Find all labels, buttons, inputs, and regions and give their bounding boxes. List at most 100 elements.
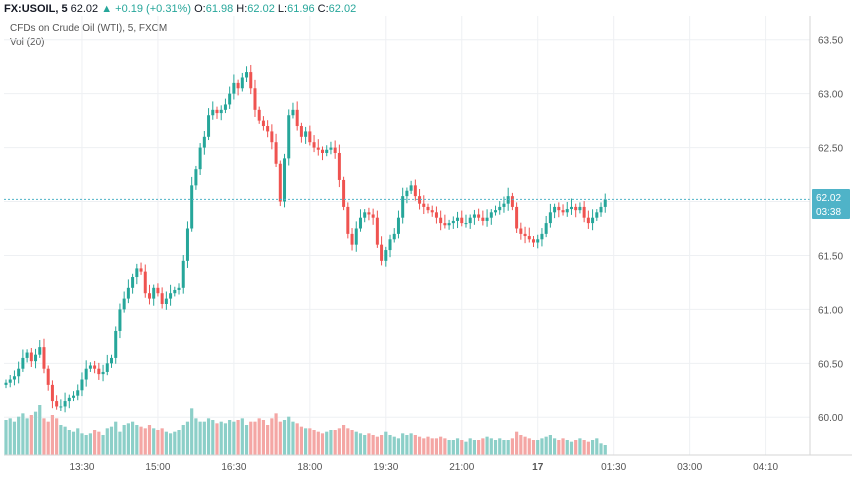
candle-body bbox=[456, 217, 460, 221]
candle-body bbox=[291, 109, 295, 116]
price-tag-price: 62.02 bbox=[816, 193, 841, 204]
candle-body bbox=[426, 206, 430, 211]
volume-bar bbox=[156, 430, 160, 455]
candle-body bbox=[194, 169, 198, 186]
volume-bar bbox=[493, 440, 498, 455]
volume-bar bbox=[468, 438, 472, 455]
time-tick-label: 21:00 bbox=[449, 462, 474, 473]
candle-body bbox=[510, 196, 514, 207]
volume-bar bbox=[312, 430, 316, 455]
volume-bar bbox=[472, 440, 477, 455]
volume-bar bbox=[544, 436, 548, 455]
candle-body bbox=[207, 115, 211, 137]
symbol-name[interactable]: FX:USOIL, 5 bbox=[4, 3, 68, 15]
time-tick-label: 15:00 bbox=[145, 462, 170, 473]
volume-bar bbox=[392, 436, 396, 455]
volume-bar bbox=[481, 438, 485, 455]
volume-bar bbox=[346, 428, 350, 455]
candle-body bbox=[93, 365, 97, 369]
volume-bar bbox=[84, 435, 88, 455]
volume-bar bbox=[152, 428, 156, 455]
volume-bar bbox=[257, 418, 261, 455]
volume-bar bbox=[498, 438, 502, 455]
candle-body bbox=[198, 147, 202, 170]
candle-body bbox=[240, 77, 244, 89]
volume-bar bbox=[304, 428, 308, 455]
candle-body bbox=[582, 206, 586, 218]
candle-body bbox=[396, 217, 400, 234]
time-tick-label: 16:30 bbox=[221, 462, 246, 473]
candle-body bbox=[375, 217, 379, 245]
volume-bar bbox=[266, 425, 270, 455]
volume-bar bbox=[523, 436, 527, 455]
volume-bar bbox=[590, 440, 595, 455]
volume-bar bbox=[274, 413, 278, 455]
candle-body bbox=[215, 109, 219, 114]
candle-body bbox=[232, 82, 236, 94]
candle-body bbox=[295, 109, 299, 127]
volume-bar bbox=[194, 418, 198, 455]
candle-body bbox=[460, 217, 464, 224]
candle-body bbox=[519, 228, 523, 234]
candle-body bbox=[173, 289, 177, 294]
candle-body bbox=[561, 210, 565, 213]
candle-body bbox=[401, 196, 405, 218]
candle-body bbox=[418, 196, 422, 204]
volume-bar bbox=[114, 421, 118, 455]
candle-body bbox=[147, 293, 151, 299]
price-tag-countdown: 03:38 bbox=[816, 207, 841, 218]
candle-body bbox=[434, 212, 438, 218]
volume-bar bbox=[548, 435, 552, 455]
candle-body bbox=[143, 271, 147, 294]
candle-body bbox=[67, 397, 71, 402]
low-label: L: bbox=[277, 3, 288, 15]
price-tick-label: 61.00 bbox=[818, 305, 843, 316]
candle-body bbox=[523, 233, 527, 237]
volume-bar bbox=[519, 435, 523, 455]
close-label: C: bbox=[317, 3, 329, 15]
volume-bar bbox=[63, 426, 67, 455]
candle-body bbox=[266, 126, 270, 132]
volume-bar bbox=[168, 433, 173, 455]
candle-body bbox=[578, 206, 582, 211]
volume-bar bbox=[502, 440, 506, 455]
candle-body bbox=[308, 131, 312, 143]
candle-body bbox=[253, 88, 257, 110]
volume-indicator-label[interactable]: Vol (20) bbox=[10, 37, 45, 48]
volume-bar bbox=[586, 441, 590, 455]
candle-body bbox=[211, 109, 215, 116]
candle-body bbox=[595, 212, 599, 218]
volume-bar bbox=[388, 435, 392, 455]
candle-body bbox=[202, 136, 206, 148]
candle-body bbox=[430, 210, 434, 213]
candle-body bbox=[443, 223, 447, 226]
volume-bar bbox=[105, 428, 109, 455]
volume-bar bbox=[12, 421, 17, 455]
volume-bar bbox=[426, 436, 430, 455]
price-tick-label: 63.50 bbox=[818, 36, 843, 47]
high-label: H: bbox=[236, 3, 248, 15]
volume-bar bbox=[540, 438, 544, 455]
volume-bar bbox=[342, 425, 346, 455]
candle-body bbox=[152, 287, 156, 299]
volume-bar bbox=[299, 426, 303, 455]
volume-bar bbox=[160, 428, 164, 455]
volume-bar bbox=[202, 421, 206, 455]
candle-body bbox=[156, 287, 160, 294]
volume-bar bbox=[55, 418, 59, 455]
candle-body bbox=[464, 223, 468, 225]
volume-bar bbox=[413, 435, 417, 455]
volume-bar bbox=[131, 421, 135, 455]
volume-bar bbox=[291, 421, 295, 455]
volume-bar bbox=[565, 440, 569, 455]
candle-body bbox=[177, 287, 181, 290]
candle-body bbox=[131, 277, 135, 288]
volume-bar bbox=[147, 425, 152, 455]
volume-bar bbox=[198, 421, 202, 455]
time-axis[interactable]: 13:30 15:00 16:30 18:00 19:30 21:00 17 01:30 03:… bbox=[69, 462, 778, 473]
volume-bar bbox=[282, 420, 287, 455]
candle-body bbox=[25, 352, 29, 358]
volume-bar bbox=[506, 440, 510, 455]
